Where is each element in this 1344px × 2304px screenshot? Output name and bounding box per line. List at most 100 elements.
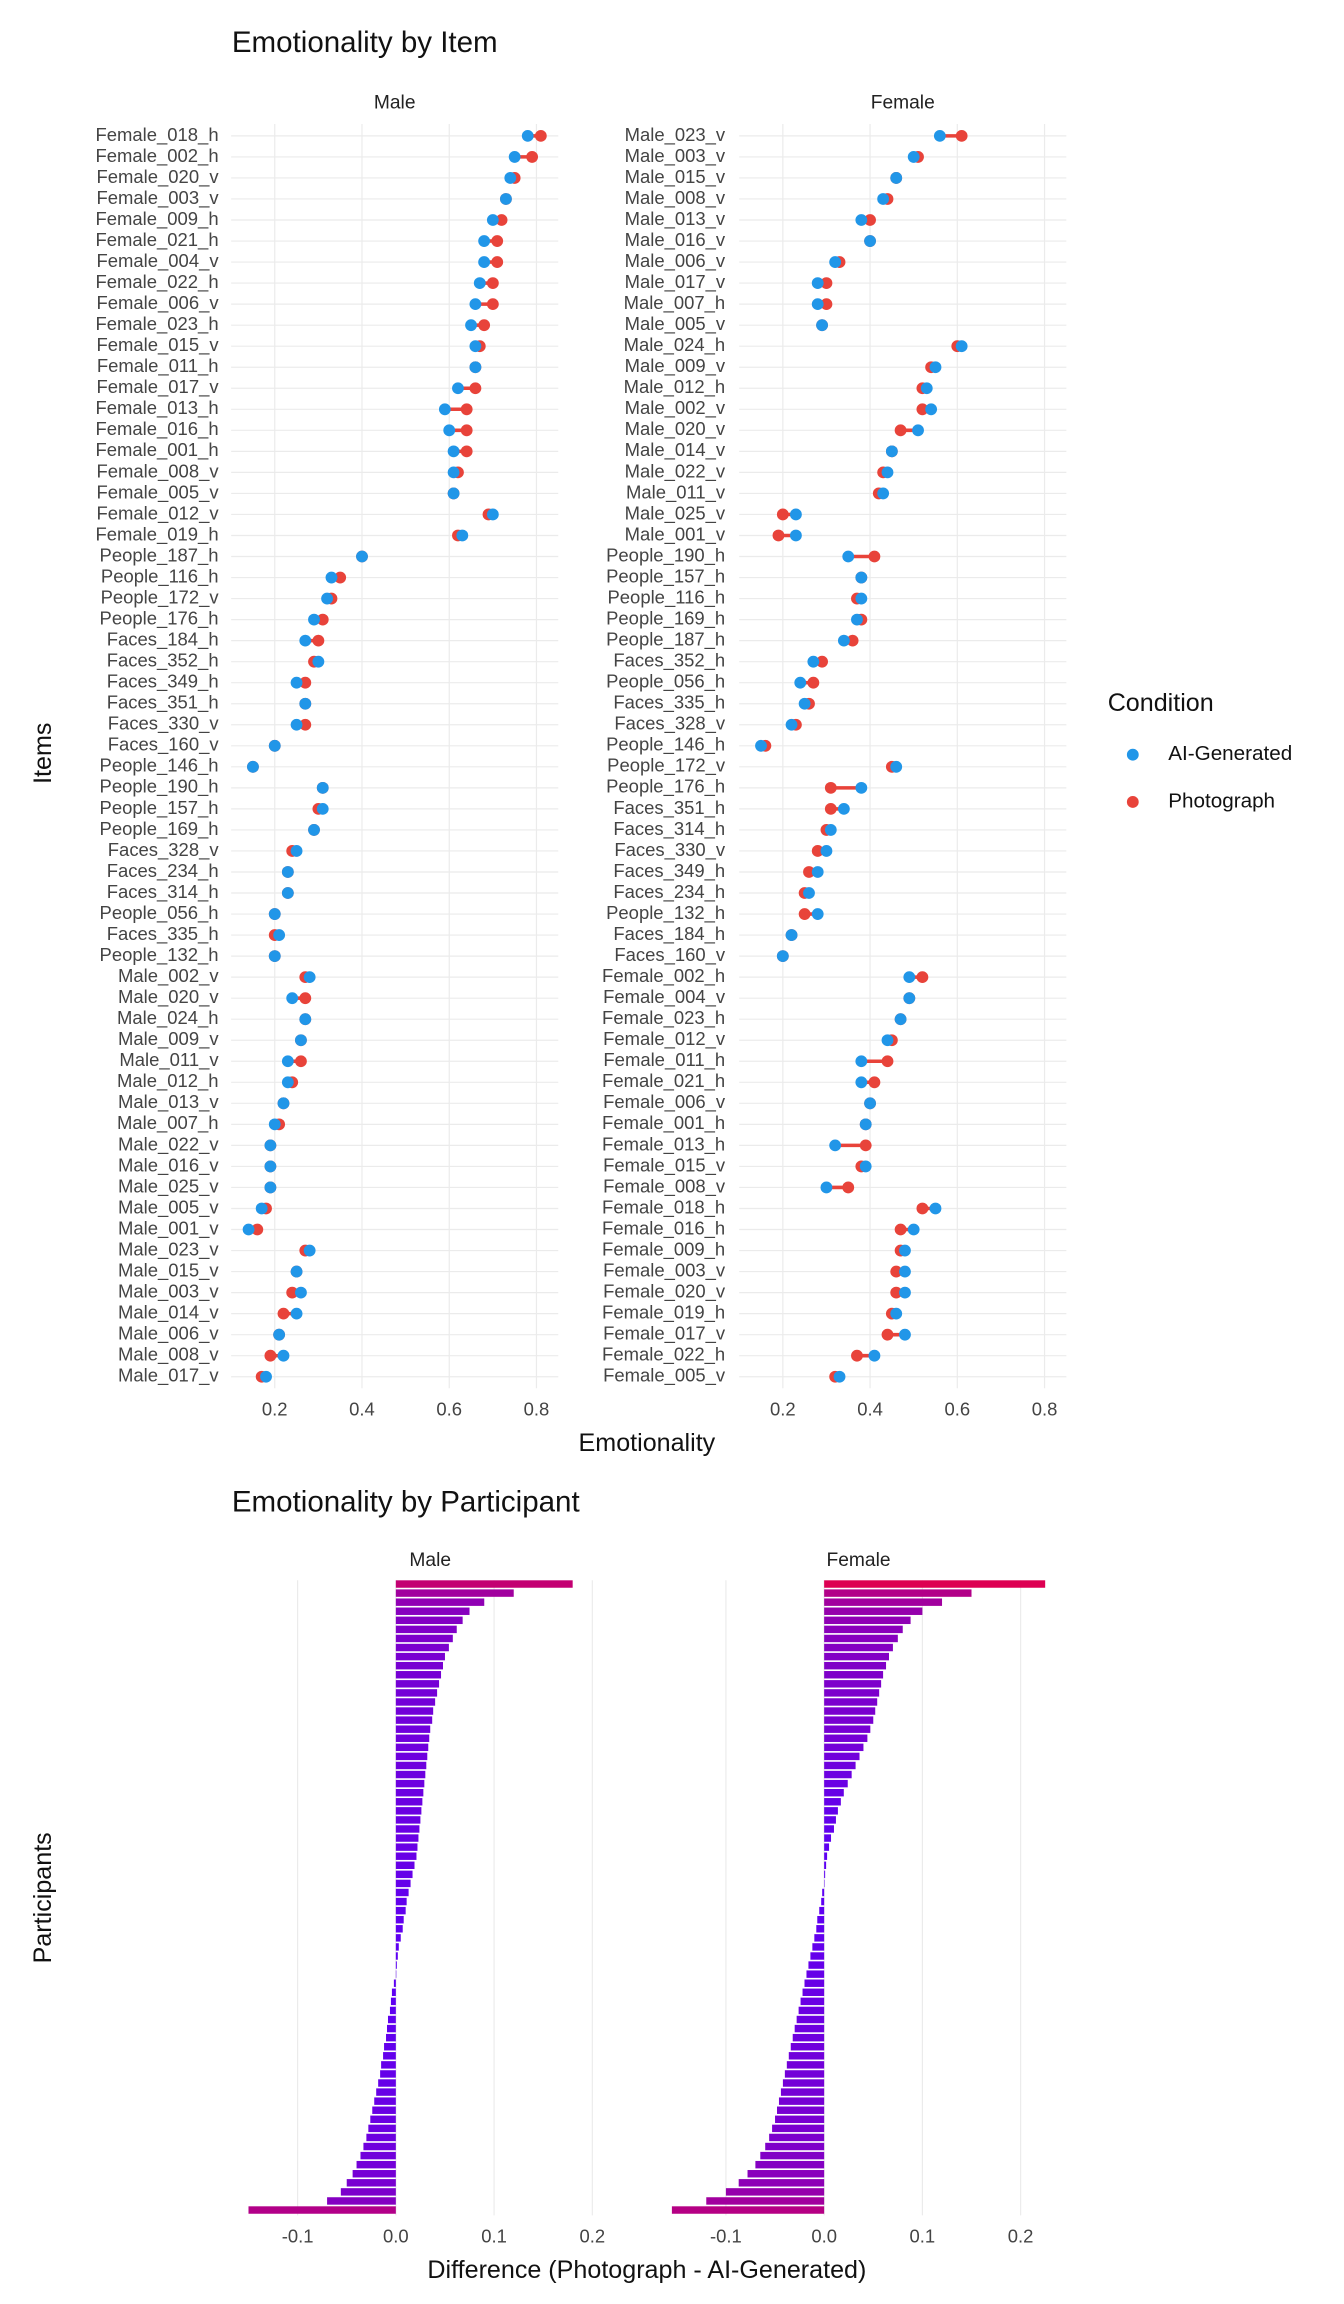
bar <box>366 2133 396 2142</box>
point <box>299 992 312 1005</box>
bar <box>395 1879 411 1888</box>
point <box>859 1139 872 1152</box>
point <box>785 929 798 941</box>
bar <box>755 2160 825 2169</box>
point <box>486 214 499 226</box>
bar <box>384 2043 396 2051</box>
bar <box>824 1716 874 1724</box>
y-tick-label: People_056_h <box>100 902 219 924</box>
point <box>255 1202 268 1215</box>
y-tick-label: Female_017_v <box>97 376 220 398</box>
point <box>281 1076 294 1089</box>
bar <box>395 1689 438 1697</box>
x-tick-label: 0.2 <box>262 1398 288 1419</box>
bar <box>395 1725 431 1733</box>
point <box>277 1307 290 1320</box>
point <box>907 1223 920 1236</box>
x-tick-label: -0.1 <box>282 2225 314 2246</box>
bar <box>824 1788 844 1797</box>
bar <box>395 1870 413 1879</box>
bar <box>772 2124 825 2133</box>
bar <box>395 1643 449 1652</box>
point <box>469 361 482 374</box>
bar <box>395 1779 425 1788</box>
bar <box>352 2170 396 2178</box>
chart-title: Emotionality by Item <box>232 26 498 59</box>
point <box>268 908 281 920</box>
point <box>824 824 837 836</box>
bar <box>775 2115 825 2124</box>
y-tick-label: People_132_h <box>100 944 219 966</box>
point <box>807 676 820 689</box>
point <box>855 781 868 794</box>
point <box>281 1055 294 1068</box>
point <box>864 214 876 226</box>
point <box>299 1013 312 1026</box>
y-tick-label: Female_016_h <box>95 418 218 440</box>
point <box>816 319 828 332</box>
point <box>820 277 833 290</box>
point <box>890 1307 903 1320</box>
y-tick-label: Female_003_v <box>603 1259 726 1281</box>
point <box>890 172 903 184</box>
y-tick-label: Faces_234_h <box>107 860 219 882</box>
bar <box>395 1961 397 1969</box>
bar <box>395 1843 418 1851</box>
bar <box>374 2097 396 2105</box>
bar <box>395 1616 463 1625</box>
point <box>447 445 460 458</box>
y-tick-label: Female_013_h <box>95 397 218 419</box>
point <box>460 403 473 416</box>
point <box>321 592 334 605</box>
y-tick-label: Female_021_h <box>602 1070 725 1092</box>
point <box>316 781 329 794</box>
legend-label: AI-Generated <box>1168 742 1292 765</box>
point <box>899 1244 911 1257</box>
bar <box>765 2142 825 2151</box>
bar <box>380 2070 396 2078</box>
y-tick-label: Female_023_h <box>602 1007 725 1029</box>
bar <box>790 2043 825 2051</box>
facet-label: Female <box>871 92 935 113</box>
y-tick-label: People_169_h <box>100 818 219 840</box>
x-tick-label: -0.1 <box>710 2225 742 2246</box>
x-tick-label: 0.8 <box>1032 1398 1058 1419</box>
y-tick-label: Female_001_h <box>95 439 218 461</box>
point <box>890 1286 903 1299</box>
bar <box>395 1752 428 1761</box>
point <box>859 1118 872 1131</box>
bar <box>395 1734 430 1742</box>
y-tick-label: Female_018_h <box>95 124 218 146</box>
y-tick-label: Male_015_v <box>118 1259 219 1281</box>
bar <box>389 2006 396 2015</box>
y-tick-label: Faces_352_h <box>107 650 219 672</box>
bar <box>747 2170 825 2178</box>
y-tick-label: Male_015_v <box>625 166 726 188</box>
bar <box>824 1671 884 1679</box>
chart-title: Emotionality by Participant <box>232 1485 580 1518</box>
bar <box>395 1625 457 1634</box>
point <box>504 172 517 184</box>
point <box>242 1223 255 1236</box>
point <box>316 613 329 626</box>
y-tick-label: Male_022_v <box>625 460 726 482</box>
bar <box>395 1788 424 1797</box>
bar <box>800 1997 825 2006</box>
bar <box>824 1770 852 1779</box>
point <box>846 634 859 647</box>
y-tick-label: Male_023_v <box>118 1238 219 1260</box>
bar <box>804 1979 825 1987</box>
point <box>281 866 294 878</box>
point <box>855 571 868 584</box>
point <box>260 1370 272 1383</box>
y-tick-label: Female_015_v <box>97 334 220 356</box>
point <box>460 445 473 458</box>
point <box>443 424 456 437</box>
y-tick-label: Female_012_v <box>97 502 220 524</box>
y-tick-label: Male_006_v <box>118 1323 219 1345</box>
y-tick-label: Faces_335_h <box>613 692 725 714</box>
bar <box>706 2197 825 2205</box>
point <box>829 256 842 268</box>
point <box>820 298 833 311</box>
bar <box>824 1870 826 1879</box>
